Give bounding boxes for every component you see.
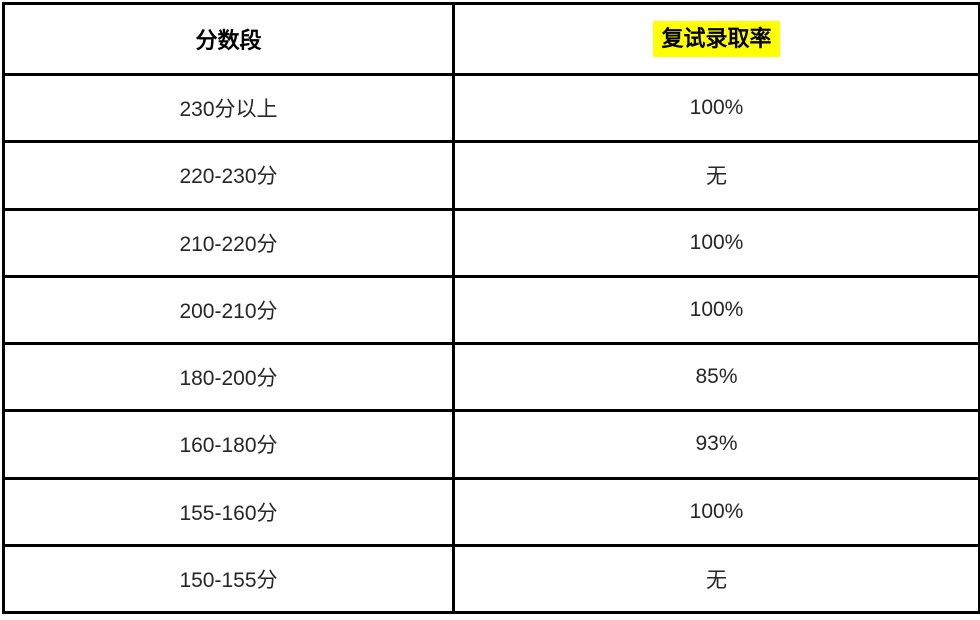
table-row: 155-160分 100% [2,476,980,547]
table-row: 230分以上 100% [2,72,980,144]
header-row: 分数段 复试录取率 [2,2,980,76]
table-body: 230分以上 100% 220-230分无 210-220分 100% 200-210分 1… [2,72,980,615]
table-row: 150-155分无 [2,543,980,615]
cell-score-range: 155-160分 [2,476,455,547]
cell-score-range: 210-220分 [2,207,455,278]
table-row: 180-200分 85% [2,341,980,413]
cell-admission-rate: 100% [452,72,980,144]
cell-score-range: 180-200分 [2,341,455,413]
table-row: 210-220分 100% [2,207,980,278]
cell-admission-rate: 无 [452,543,980,615]
cell-score-range: 160-180分 [2,409,455,480]
cell-admission-rate: 100% [452,274,980,346]
header-score-range-label: 分数段 [195,28,262,53]
header-admission-rate: 复试录取率 [452,2,980,76]
cell-score-range: 150-155分 [2,543,455,615]
cell-score-range: 200-210分 [2,274,455,346]
cell-admission-rate: 93% [452,409,980,480]
header-score-range: 分数段 [2,2,455,76]
table-row: 160-180分 93% [2,409,980,480]
cell-score-range: 230分以上 [2,72,455,144]
header-admission-rate-highlight: 复试录取率 [653,20,780,58]
cell-score-range: 220-230分 [2,140,455,211]
table-row: 200-210分 100% [2,274,980,346]
cell-admission-rate: 100% [452,207,980,278]
cell-admission-rate: 100% [452,476,980,547]
cell-admission-rate: 无 [452,140,980,211]
table-row: 220-230分无 [2,140,980,211]
cell-admission-rate: 85% [452,341,980,413]
